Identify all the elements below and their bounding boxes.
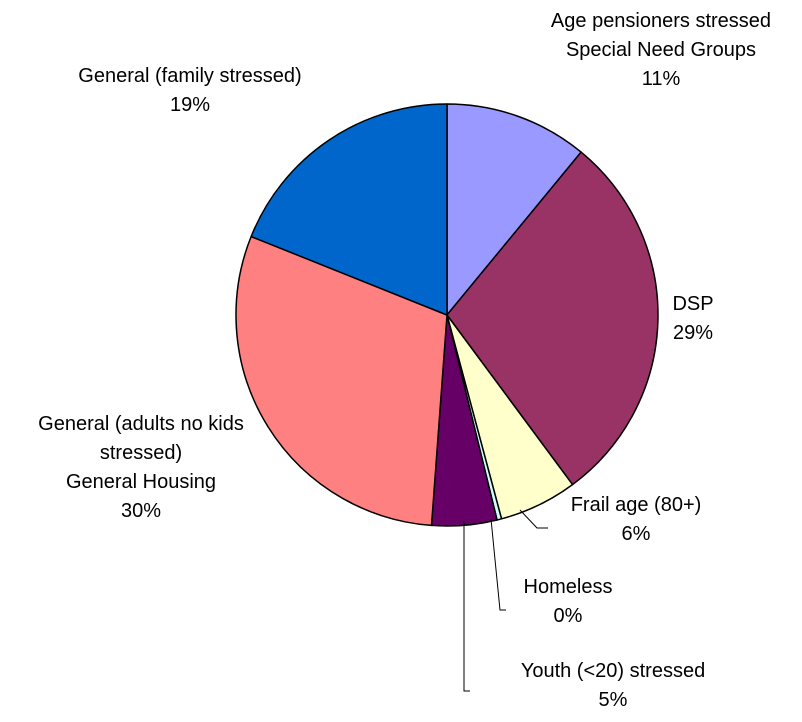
leader-line-frail-age-80 xyxy=(520,510,548,528)
slice-name-label: Homeless xyxy=(524,576,613,598)
slice-label-general-family-stressed: General (family stressed) 19% xyxy=(78,65,301,116)
slice-value-label: 6% xyxy=(622,523,651,545)
slice-value-label: 11% xyxy=(642,68,681,90)
slice-label-youth-20-stressed: Youth (<20) stressed 5% xyxy=(521,660,705,711)
slice-name-label: General (adults no kids xyxy=(38,413,244,435)
slice-value-label: 29% xyxy=(673,322,713,344)
leader-line-youth-20-stressed xyxy=(464,521,470,691)
slice-label-homeless: Homeless 0% xyxy=(524,576,613,627)
slice-value-label: 0% xyxy=(554,605,583,627)
slice-label-frail-age-80: Frail age (80+) 6% xyxy=(571,494,702,545)
slice-name-label: Frail age (80+) xyxy=(571,494,702,516)
leader-line-homeless xyxy=(491,519,506,610)
slice-value-label: 30% xyxy=(121,500,161,522)
slice-name-label: stressed) xyxy=(100,442,182,464)
slice-label-dsp: DSP 29% xyxy=(672,293,713,344)
slice-name-label: General Housing xyxy=(66,471,216,493)
slice-name-label: Youth (<20) stressed xyxy=(521,660,705,682)
slice-name-label: Age pensioners stressed xyxy=(551,10,771,32)
slice-label-age-pensioners-stressed: Age pensioners stressed Special Need Grou… xyxy=(551,10,771,90)
slice-label-general-adults-no-kids: General (adults no kids stressed) General … xyxy=(38,413,244,522)
slice-value-label: 19% xyxy=(170,94,210,116)
slice-name-label: General (family stressed) xyxy=(78,65,301,87)
pie-slices xyxy=(236,104,658,526)
slice-value-label: 5% xyxy=(599,689,628,711)
slice-name-label: DSP xyxy=(672,293,713,315)
slice-name-label: Special Need Groups xyxy=(566,39,756,61)
